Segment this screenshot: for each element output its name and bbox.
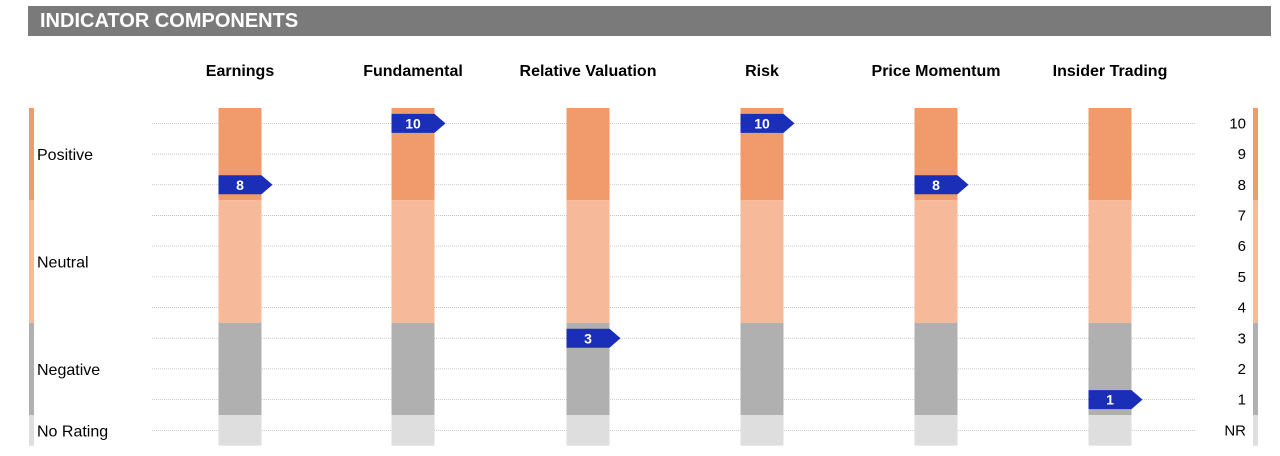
score-label: 1 — [1106, 392, 1114, 408]
score-marker — [740, 113, 795, 133]
category-label: Insider Trading — [1053, 63, 1168, 80]
section-header: INDICATOR COMPONENTS — [28, 6, 1271, 36]
score-marker — [218, 175, 273, 195]
zone-label: Negative — [37, 362, 100, 379]
bar-segment — [914, 200, 958, 323]
y-tick-label: 1 — [1238, 392, 1246, 409]
zone-label: Neutral — [37, 255, 89, 272]
bar-segment — [218, 415, 262, 446]
zone-label: No Rating — [37, 423, 108, 440]
zone-strip-left — [29, 200, 34, 323]
y-tick-label: 5 — [1238, 269, 1246, 286]
y-tick-label: NR — [1224, 422, 1246, 439]
bar-segment — [218, 200, 262, 323]
y-tick-label: 7 — [1238, 207, 1246, 224]
bar-segment — [566, 108, 610, 201]
bar-segment — [740, 415, 784, 446]
zone-strip-left — [29, 108, 34, 201]
category-label: Earnings — [206, 63, 275, 80]
y-tick-label: 6 — [1238, 238, 1246, 255]
bar-segment — [914, 322, 958, 415]
y-tick-label: 4 — [1238, 300, 1246, 317]
zone-strip-right — [1253, 415, 1258, 446]
y-tick-label: 3 — [1238, 330, 1246, 347]
bar-segment — [391, 415, 435, 446]
bar-segment — [1088, 200, 1132, 323]
bar-segment — [914, 415, 958, 446]
y-tick-label: 8 — [1238, 177, 1246, 194]
zone-label: Positive — [37, 147, 93, 164]
bar-segment — [218, 322, 262, 415]
bar-segment — [391, 200, 435, 323]
score-marker — [391, 113, 446, 133]
zone-strip-right — [1253, 322, 1258, 415]
score-label: 10 — [405, 115, 421, 131]
y-tick-label: 9 — [1238, 146, 1246, 163]
bar-segment — [566, 415, 610, 446]
score-marker — [914, 175, 969, 195]
score-marker — [1088, 390, 1143, 410]
score-label: 10 — [754, 115, 770, 131]
category-label: Relative Valuation — [520, 63, 657, 80]
bar-segment — [740, 200, 784, 323]
category-label: Fundamental — [363, 63, 463, 80]
bar-segment — [391, 322, 435, 415]
bar-segment — [740, 322, 784, 415]
bar-segment — [1088, 415, 1132, 446]
bar-segment — [566, 200, 610, 323]
zone-strip-right — [1253, 108, 1258, 201]
zone-strip-left — [29, 415, 34, 446]
score-label: 8 — [236, 177, 244, 193]
zone-strip-right — [1253, 200, 1258, 323]
bar-segment — [1088, 108, 1132, 201]
score-label: 3 — [584, 330, 592, 346]
score-label: 8 — [932, 177, 940, 193]
category-label: Price Momentum — [872, 63, 1001, 80]
score-marker — [566, 328, 621, 348]
zone-strip-left — [29, 322, 34, 415]
y-tick-label: 10 — [1229, 115, 1246, 132]
y-tick-label: 2 — [1238, 361, 1246, 378]
category-label: Risk — [745, 63, 779, 80]
